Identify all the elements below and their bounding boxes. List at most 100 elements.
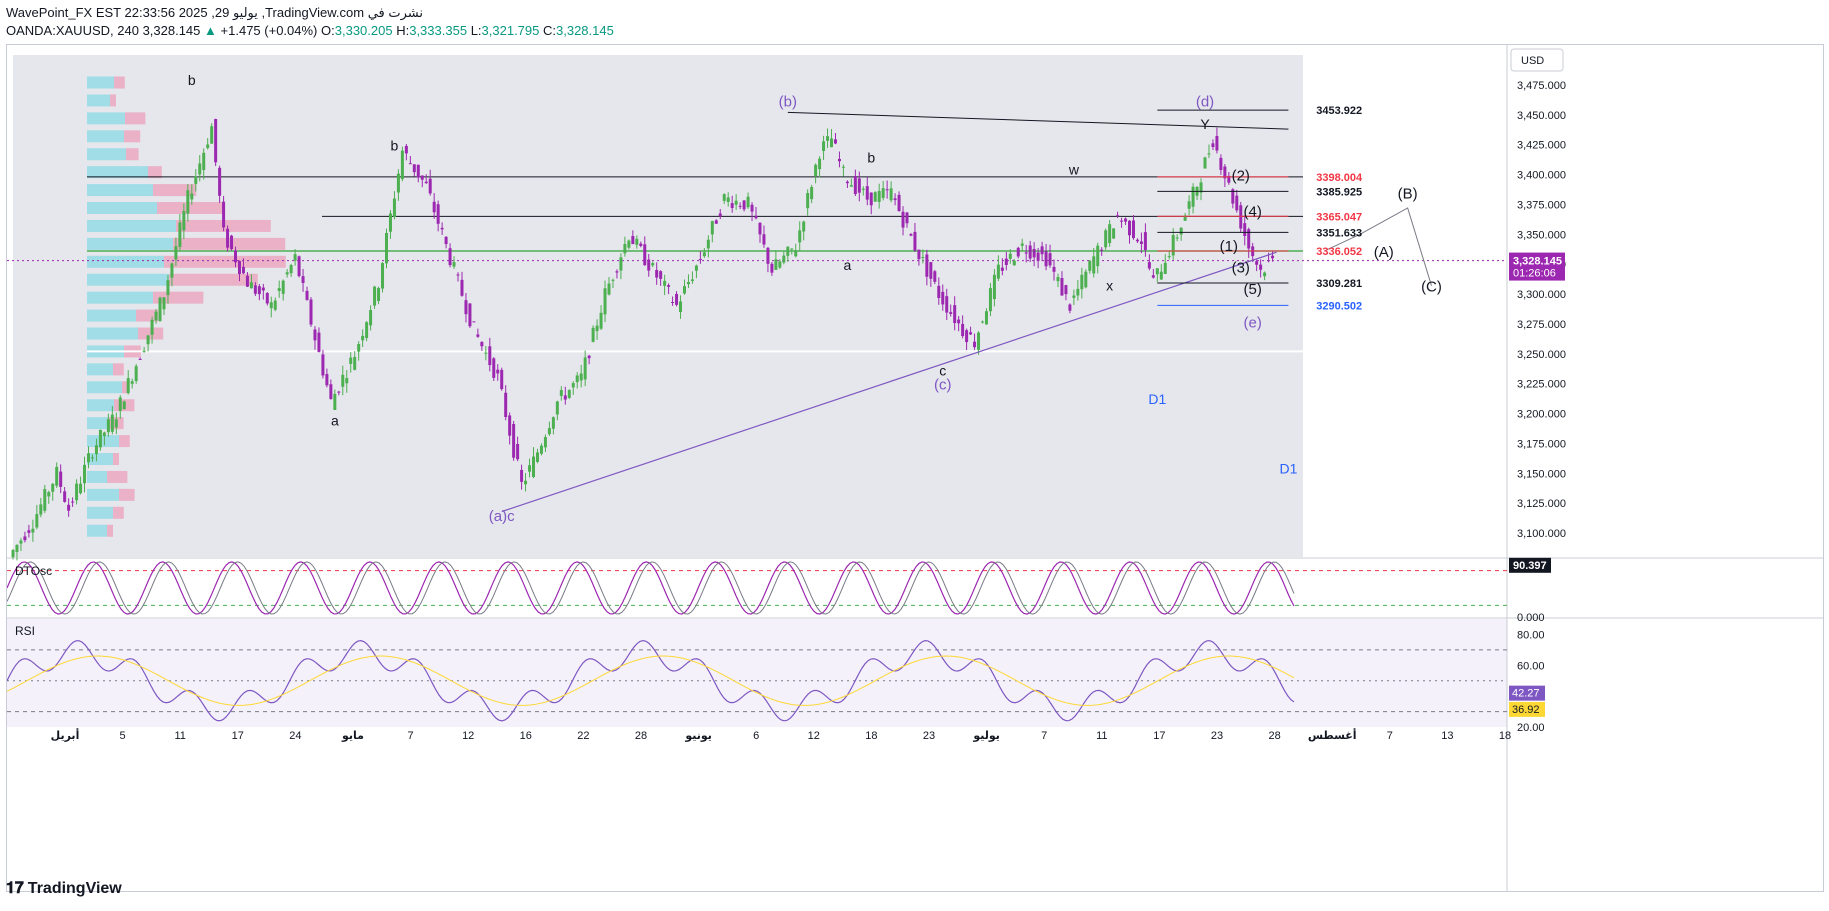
candle-body — [686, 282, 690, 285]
rsi-signal-badge — [1509, 701, 1545, 717]
candle-body — [1207, 153, 1211, 155]
candle-body — [158, 297, 162, 322]
candle-body — [953, 305, 957, 324]
level-label: 3398.004 — [1316, 172, 1363, 184]
wave-label: (A) — [1374, 244, 1394, 261]
volume-profile-bar-up — [87, 76, 114, 89]
candle-body — [472, 321, 476, 323]
candle-body — [794, 250, 798, 257]
candle-body — [178, 222, 182, 247]
candle-body — [786, 246, 790, 256]
rsi-title: RSI — [15, 624, 35, 638]
candle-body — [877, 190, 881, 202]
candle-body — [655, 269, 659, 278]
candle-body — [802, 221, 806, 232]
candle-body — [75, 483, 79, 501]
price-tick-label: 3,225.000 — [1517, 379, 1566, 391]
rsi-tick-label: 60.00 — [1517, 660, 1545, 672]
volume-profile-bar-up — [87, 255, 164, 268]
symbol-label[interactable]: OANDA:XAUUSD, 240 — [6, 23, 139, 38]
candle-body — [321, 354, 325, 376]
candle-body — [55, 466, 59, 486]
volume-profile-bar-up — [87, 327, 138, 340]
candle-body — [257, 286, 261, 295]
candle-body — [1223, 166, 1227, 179]
candle-body — [679, 301, 683, 313]
candle-body — [1048, 253, 1052, 266]
candle-body — [1159, 271, 1163, 280]
last-price-badge — [1509, 252, 1565, 281]
last-price-badge-countdown: 01:26:06 — [1513, 268, 1556, 280]
candle-body — [675, 293, 679, 305]
volume-profile-bar-down — [164, 255, 286, 268]
dtosc-title: DTOsc — [15, 564, 52, 578]
candle-body — [392, 198, 396, 217]
time-tick-label: يوليو — [972, 730, 1000, 742]
candle-body — [659, 271, 663, 279]
candle-body — [837, 158, 841, 162]
time-tick-label: 7 — [1387, 730, 1393, 742]
candle-body — [1020, 243, 1024, 246]
tradingview-logo-icon: 𝟏𝟕 — [6, 880, 24, 897]
wave-label: (C) — [1421, 279, 1442, 296]
candle-body — [532, 456, 536, 477]
candle-body — [647, 259, 651, 271]
candle-body — [1211, 143, 1215, 147]
candle-body — [726, 197, 730, 202]
candle-body — [826, 136, 830, 141]
time-tick-label: 13 — [1441, 730, 1453, 742]
time-tick-label: 5 — [120, 730, 126, 742]
candle-body — [1163, 262, 1167, 275]
candle-body — [1128, 220, 1132, 236]
candle-body — [162, 297, 166, 310]
candle-body — [551, 417, 555, 429]
wave-label: (4) — [1244, 203, 1262, 220]
candle-body — [428, 178, 432, 194]
candle-body — [67, 504, 71, 511]
candle-body — [1219, 157, 1223, 170]
volume-profile-bar-up — [87, 506, 113, 519]
candle-body — [1080, 274, 1084, 290]
candle-body — [365, 322, 369, 339]
candle-body — [273, 300, 277, 310]
candle-body — [102, 432, 106, 437]
price-tick-label: 3,375.000 — [1517, 199, 1566, 211]
rsi-value: 42.27 — [1512, 688, 1540, 700]
candle-body — [1131, 220, 1135, 239]
candle-body — [559, 390, 563, 396]
candle-body — [1076, 288, 1080, 296]
candle-body — [396, 173, 400, 193]
candle-body — [1028, 245, 1032, 259]
candle-body — [373, 286, 377, 306]
high-label: H: — [396, 23, 410, 38]
time-tick-label: 17 — [1153, 730, 1165, 742]
candle-body — [71, 501, 75, 503]
candle-body — [500, 369, 504, 390]
candle-body — [130, 381, 134, 384]
candle-body — [849, 185, 853, 187]
candle-body — [1112, 228, 1116, 239]
level-label: 3365.047 — [1316, 211, 1362, 223]
candle-body — [47, 492, 51, 497]
candle-body — [508, 415, 512, 436]
change-value: +1.475 (+0.04%) — [220, 23, 318, 38]
up-arrow-icon: ▲ — [204, 23, 217, 38]
candle-body — [512, 423, 516, 458]
candle-body — [1259, 264, 1263, 270]
tradingview-logo: 𝟏𝟕 TradingView — [6, 880, 122, 898]
candle-body — [945, 296, 949, 313]
rsi-signal-value: 36.92 — [1512, 704, 1540, 716]
last-price: 3,328.145 — [142, 23, 201, 38]
candle-body — [806, 193, 810, 209]
volume-profile-bar-up — [87, 237, 173, 250]
candle-body — [39, 504, 43, 515]
candle-body — [869, 192, 873, 206]
volume-profile-bar-up — [87, 435, 119, 448]
candle-body — [504, 392, 508, 417]
chart-frame[interactable]: 3453.922 3398.004 3385.925 3365.047 3351.633… — [6, 44, 1824, 892]
candle-body — [571, 383, 575, 388]
candle-body — [98, 429, 102, 448]
rsi-tick-label: 80.00 — [1517, 629, 1545, 641]
volume-profile-bar-up — [87, 166, 148, 179]
chart-svg[interactable]: 3453.922 3398.004 3385.925 3365.047 3351.633… — [6, 45, 1823, 891]
